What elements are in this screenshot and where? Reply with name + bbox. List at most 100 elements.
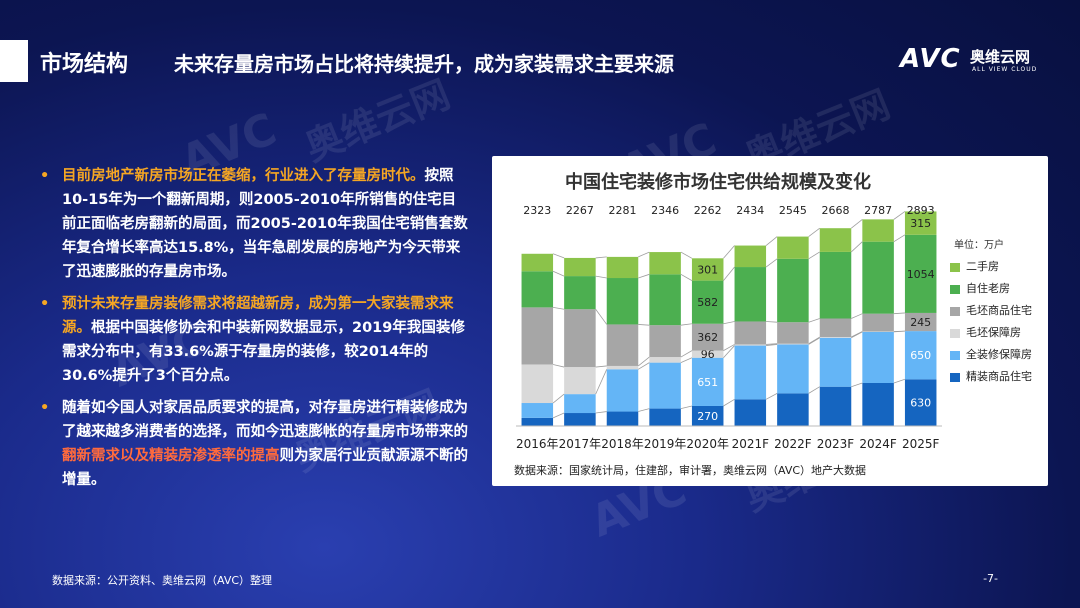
series-connector-line — [808, 227, 820, 237]
data-label: 630 — [910, 397, 931, 410]
bar-segment — [521, 403, 554, 418]
series-connector-line — [680, 251, 693, 259]
series-connector-line — [552, 253, 565, 259]
bar-segment — [734, 245, 767, 268]
bar-segment — [521, 253, 554, 272]
bar-segment — [862, 331, 894, 383]
legend-swatch — [950, 329, 960, 338]
x-tick-label: 2016年 — [516, 437, 559, 451]
bullet-text-segment: 翻新需求以及精装房渗透率的提高 — [62, 448, 280, 464]
total-label: 2281 — [609, 204, 637, 217]
bar-segment — [777, 344, 809, 394]
chart-source: 数据来源：国家统计局，住建部，审计署，奥维云网（AVC）地产大数据 — [514, 464, 867, 477]
series-connector-line — [723, 321, 735, 325]
page-subtitle: 未来存量房市场占比将持续提升，成为家装需求主要来源 — [174, 52, 674, 76]
bar-segment — [777, 236, 809, 259]
series-connector-line — [808, 386, 820, 394]
series-connector-line — [851, 313, 863, 319]
bar-segment — [904, 234, 937, 313]
series-connector-line — [766, 343, 778, 345]
bar-segment — [564, 394, 596, 414]
data-label: 245 — [910, 316, 931, 329]
bar-segment — [862, 219, 894, 242]
chart-panel: 中国住宅装修市场住宅供给规模及变化 2323 2016年 2267 2017年 2281… — [492, 156, 1048, 486]
bullet-text-segment: 随着如今国人对家居品质要求的提高，对存量房进行精装修成为了越来越多消费者的选择，… — [62, 400, 468, 440]
data-label: 650 — [910, 349, 931, 362]
total-label: 2346 — [651, 204, 679, 217]
bullet-marker: • — [40, 168, 50, 184]
legend-label: 全装修保障房 — [966, 348, 1032, 361]
bar-segment — [777, 393, 809, 426]
x-tick-label: 2021F — [732, 437, 770, 451]
legend-item: 自住老房 — [950, 282, 1044, 304]
bar-segment — [564, 413, 596, 426]
series-connector-line — [680, 273, 693, 281]
series-connector-line — [808, 336, 820, 345]
series-connector-line — [680, 357, 693, 363]
bar-segment — [606, 256, 639, 279]
bar-segment — [564, 276, 596, 310]
series-connector-line — [552, 270, 565, 277]
bar-segment — [606, 411, 639, 426]
series-connector-line — [552, 412, 565, 419]
x-tick-label: 2025F — [902, 437, 940, 451]
series-connector-line — [552, 364, 565, 368]
bullet-item: • 随着如今国人对家居品质要求的提高，对存量房进行精装修成为了越来越多消费者的选择… — [40, 396, 470, 492]
legend-item: 全装修保障房 — [950, 348, 1044, 370]
bar-segment — [649, 357, 681, 363]
bar-segment — [521, 417, 554, 426]
data-label: 362 — [697, 331, 718, 344]
legend-label: 毛坯保障房 — [966, 326, 1021, 339]
bar-segment — [649, 408, 681, 426]
bar-segment — [904, 379, 937, 426]
series-connector-line — [851, 219, 863, 229]
series-connector-line — [893, 312, 905, 315]
legend-label: 二手房 — [966, 260, 999, 273]
bar-segment — [649, 325, 681, 358]
bar-segment — [606, 278, 639, 325]
bar-segment — [691, 350, 724, 358]
bar-segment — [606, 365, 639, 370]
legend-item: 二手房 — [950, 260, 1044, 282]
bar-segment — [904, 331, 937, 380]
series-connector-line — [723, 345, 735, 358]
series-connector-line — [595, 308, 608, 325]
legend-item: 毛坯商品住宅 — [950, 304, 1044, 326]
bar-segment — [734, 344, 767, 346]
total-label: 2434 — [736, 204, 764, 217]
bullet-text-segment: 按照10-15年为一个翻新周期，则2005-2010年所销售的住宅目前正面临老房… — [62, 168, 468, 280]
bar-segment — [819, 337, 852, 387]
total-label: 2787 — [864, 204, 892, 217]
legend-swatch — [950, 373, 960, 382]
data-label: 582 — [697, 296, 718, 309]
bar-segment — [819, 228, 852, 252]
total-label: 2267 — [566, 204, 594, 217]
bullet-text-segment: 目前房地产新房市场正在萎缩，行业进入了存量房时代。 — [62, 168, 425, 184]
series-connector-line — [638, 251, 650, 258]
total-label: 2323 — [523, 204, 551, 217]
header-accent-bar — [0, 40, 28, 82]
bar-segment — [819, 386, 852, 426]
series-connector-line — [680, 405, 693, 409]
logo-name-cn: 奥维云网 — [970, 48, 1031, 66]
bar-segment — [819, 251, 852, 319]
avc-logo: AVC 奥维云网 ALL VIEW CLOUD — [900, 44, 1050, 78]
series-connector-line — [893, 378, 906, 384]
bullet-marker: • — [40, 400, 50, 416]
unit-label: 单位：万户 — [954, 240, 1004, 251]
series-connector-line — [680, 350, 693, 358]
bar-segment — [606, 324, 639, 366]
x-tick-label: 2017年 — [559, 437, 602, 451]
x-tick-label: 2023F — [817, 437, 855, 451]
bullet-text-segment: 预计未来存量房装修需求将超越新房，成为第一大家装需求来源。 — [62, 296, 454, 336]
bar-segment — [564, 367, 596, 395]
watermark-logo: 奥维云网 — [298, 71, 457, 170]
bar-segment — [777, 322, 809, 344]
series-connector-line — [766, 344, 778, 346]
bar-segment — [734, 399, 767, 426]
series-connector-line — [595, 275, 607, 279]
x-tick-label: 2019年 — [644, 437, 687, 451]
bar-segment — [691, 323, 724, 351]
legend-label: 毛坯商品住宅 — [966, 304, 1032, 317]
series-connector-line — [765, 258, 778, 268]
